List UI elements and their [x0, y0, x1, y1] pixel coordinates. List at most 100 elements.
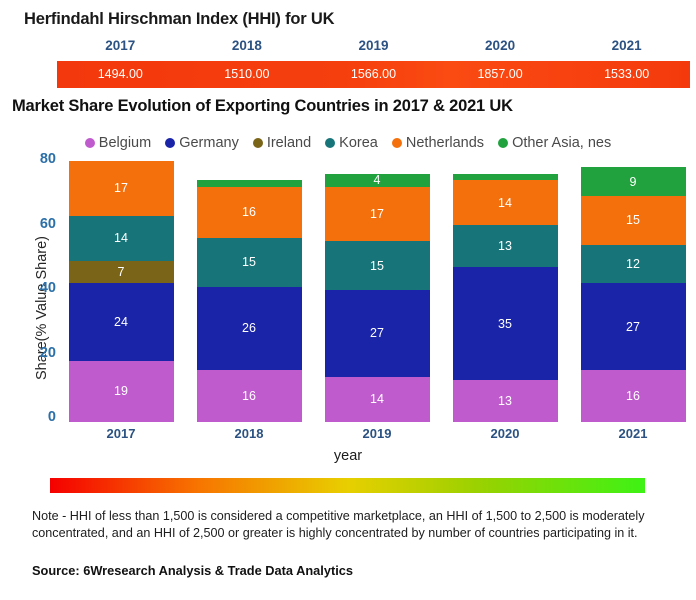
bar-segment-value: 17	[370, 207, 384, 221]
legend-label: Other Asia, nes	[512, 135, 612, 151]
legend-item[interactable]: Ireland	[252, 135, 312, 151]
bar-segment-value: 16	[242, 389, 256, 404]
bar-segment[interactable]: 16	[580, 370, 686, 422]
legend-item[interactable]: Belgium	[84, 135, 152, 151]
bar-segment[interactable]: 17	[68, 160, 174, 216]
legend-label: Netherlands	[405, 135, 485, 151]
footer-note: Note - HHI of less than 1,500 is conside…	[32, 509, 645, 540]
hhi-year-label: 2018	[231, 38, 262, 53]
y-axis-tick: 40	[39, 280, 56, 296]
footer-source: Source: 6Wresearch Analysis & Trade Data…	[32, 563, 354, 578]
bar-segment-value: 26	[242, 321, 256, 336]
bar-segment[interactable]: 15	[324, 241, 430, 290]
bar-segment[interactable]	[452, 173, 558, 181]
bar-segment[interactable]: 24	[68, 283, 174, 361]
legend-item[interactable]: Netherlands	[391, 135, 485, 151]
bar-segment[interactable]: 9	[580, 167, 686, 197]
chart-legend: Belgium Germany Ireland Korea Netherlands Oth…	[0, 133, 696, 153]
bar-group[interactable]: 16 27 12 15 9	[580, 167, 686, 422]
bar-segment[interactable]: 13	[452, 380, 558, 422]
x-axis-tick: 2018	[234, 426, 264, 441]
legend-label: Germany	[179, 135, 239, 151]
legend-item[interactable]: Germany	[165, 135, 239, 151]
bar-segment-value: 14	[370, 392, 384, 407]
bar-segment-value: 15	[370, 258, 384, 273]
x-axis-tick: 2021	[618, 426, 648, 441]
bar-segment-value: 13	[498, 394, 512, 409]
x-axis-tick: 2019	[362, 426, 392, 441]
x-axis-tick: 2020	[490, 426, 520, 441]
hhi-value: 1857.00	[477, 67, 523, 81]
legend-swatch-icon	[391, 138, 402, 148]
hhi-value: 1533.00	[604, 67, 650, 81]
bar-segment[interactable]: 27	[324, 289, 430, 377]
bar-group[interactable]: 16 26 15 16	[196, 180, 302, 422]
bar-segment[interactable]: 16	[196, 370, 302, 422]
bar-segment-value: 7	[117, 265, 125, 280]
bar-segment-value: 16	[242, 205, 256, 220]
hhi-year-label: 2021	[611, 38, 642, 53]
legend-label: Korea	[339, 135, 378, 151]
bar-group[interactable]: 13 35 13 14	[452, 173, 558, 422]
bar-segment-value: 27	[370, 326, 384, 341]
bar-group[interactable]: 14 27 15 17 4	[324, 173, 430, 422]
chart-title: Market Share Evolution of Exporting Coun…	[12, 97, 513, 115]
bar-segment-value: 15	[242, 255, 256, 270]
legend-swatch-icon	[498, 138, 509, 148]
bar-segment[interactable]: 14	[324, 376, 430, 422]
bar-segment[interactable]: 16	[196, 186, 302, 239]
bar-segment-value: 14	[114, 231, 128, 246]
y-axis-tick: 20	[39, 344, 56, 361]
y-axis-tick: 80	[39, 151, 56, 167]
bar-segment[interactable]: 12	[580, 244, 686, 284]
bar-segment[interactable]: 15	[196, 238, 302, 287]
y-axis-tick: 0	[47, 409, 56, 425]
y-axis-tick: 60	[39, 215, 56, 232]
legend-label: Belgium	[98, 135, 152, 151]
legend-swatch-icon	[165, 138, 176, 148]
y-axis: Share(% Value Share) 0 20 40 60 80	[8, 151, 56, 425]
bar-segment[interactable]: 35	[452, 267, 558, 381]
legend-item[interactable]: Korea	[325, 135, 378, 151]
bar-segment-value: 9	[629, 174, 637, 189]
hhi-value: 1494.00	[97, 67, 143, 81]
bars-container: 19 24 7 14 17 2017 16 26 15 16 2018 14 27 15 17 4 2019 13…	[57, 160, 696, 441]
bar-segment-value: 14	[498, 195, 512, 210]
bar-segment-value: 27	[626, 319, 640, 334]
hhi-title: Herfindahl Hirschman Index (HHI) for UK	[24, 10, 335, 28]
bar-segment-value: 17	[114, 181, 128, 196]
bar-segment[interactable]: 15	[580, 196, 686, 245]
legend-swatch-icon	[252, 138, 263, 148]
bar-segment-value: 24	[114, 315, 128, 330]
legend-item[interactable]: Other Asia, nes	[498, 135, 611, 151]
bar-segment[interactable]: 27	[580, 283, 686, 371]
bar-segment-value: 19	[114, 384, 128, 399]
x-axis-label: year	[333, 448, 363, 464]
bar-segment-value: 16	[626, 389, 640, 404]
hhi-value-bar: 1494.00 1510.00 1566.00 1857.00 1533.00	[57, 61, 690, 88]
bar-segment[interactable]: 19	[68, 360, 174, 422]
bar-segment-value: 15	[626, 213, 640, 228]
bar-segment[interactable]: 7	[68, 260, 174, 284]
bar-segment[interactable]: 13	[452, 225, 558, 268]
hhi-year-header-row: 2017 2018 2019 2020 2021	[57, 37, 690, 55]
bar-segment[interactable]	[196, 180, 302, 187]
hhi-year-label: 2017	[105, 38, 136, 53]
legend-label: Ireland	[266, 135, 312, 151]
bar-segment[interactable]: 14	[452, 180, 558, 226]
bar-segment[interactable]: 26	[196, 286, 302, 371]
plot-area: Share(% Value Share) 0 20 40 60 80 19 24 7 14 17…	[0, 151, 696, 464]
bar-segment[interactable]: 14	[68, 215, 174, 261]
hhi-value: 1510.00	[224, 67, 270, 81]
bar-segment-value: 13	[498, 239, 512, 254]
bar-segment[interactable]: 4	[324, 173, 430, 187]
hhi-year-label: 2019	[358, 38, 389, 53]
bar-segment[interactable]: 17	[324, 186, 430, 242]
x-axis-tick: 2017	[106, 426, 136, 441]
bar-segment-value: 35	[498, 316, 512, 331]
bar-group[interactable]: 19 24 7 14 17	[68, 160, 174, 422]
legend-swatch-icon	[325, 138, 336, 148]
legend-swatch-icon	[84, 138, 95, 148]
bar-segment-value: 12	[626, 256, 640, 271]
